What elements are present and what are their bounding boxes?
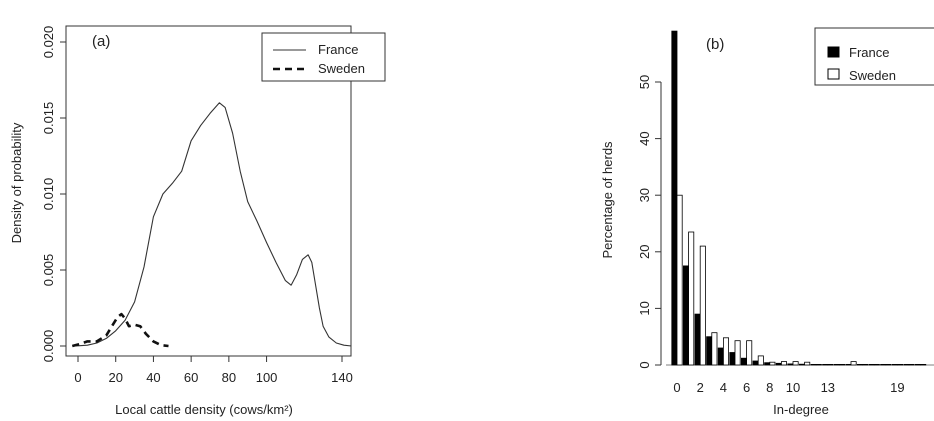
sweden-bar xyxy=(827,363,834,366)
panel-a-label: (a) xyxy=(92,33,110,50)
y-tick-label: 0.000 xyxy=(41,330,56,363)
plot-frame xyxy=(65,25,352,357)
sweden-bar xyxy=(862,363,869,366)
france-bar xyxy=(694,313,701,366)
sweden-bar xyxy=(688,231,695,366)
x-tick-label: 0 xyxy=(673,380,680,395)
x-tick-label: 10 xyxy=(786,380,800,395)
y-tick-label: 50 xyxy=(637,75,652,89)
sweden-bar xyxy=(723,337,730,366)
sweden-bar xyxy=(711,332,718,366)
indegree-chart-panel: (b) 010203040500246810131926 In-degree P… xyxy=(600,27,934,417)
density-chart-axes: 0 20 40 60 80 100 140 0.000 0.005 0.010 0.015 0.020 xyxy=(41,25,353,385)
density-chart-lines xyxy=(71,102,352,348)
france-bar xyxy=(752,360,759,366)
x-tick-label: 2 xyxy=(697,380,704,395)
sweden-bar xyxy=(792,361,799,366)
sweden-bar xyxy=(781,361,788,366)
legend-france-label: France xyxy=(318,42,358,57)
x-tick-label: 8 xyxy=(766,380,773,395)
panel-b-label: (b) xyxy=(706,36,724,53)
legend-france-label: France xyxy=(849,45,889,60)
density-chart-legend: France Sweden xyxy=(261,32,386,82)
y-tick-label: 0.020 xyxy=(41,26,56,59)
france-bar xyxy=(787,363,794,366)
sweden-bar xyxy=(699,245,706,366)
x-tick-label: 6 xyxy=(743,380,750,395)
x-tick-label: 80 xyxy=(222,370,236,385)
y-tick-label: 40 xyxy=(637,131,652,145)
france-bar xyxy=(822,363,829,366)
legend-france-swatch xyxy=(827,46,840,58)
france-bar xyxy=(683,265,690,366)
france-bar xyxy=(903,363,910,366)
y-axis-label: Density of probability xyxy=(9,122,24,243)
y-axis-label: Percentage of herds xyxy=(600,141,615,259)
y-tick-label: 0 xyxy=(637,361,652,368)
france-bar xyxy=(671,30,678,366)
france-bar xyxy=(857,363,864,366)
y-tick-label: 10 xyxy=(637,301,652,315)
x-tick-label: 100 xyxy=(256,370,278,385)
sweden-bar xyxy=(839,363,846,366)
indegree-chart-legend: France Sweden xyxy=(814,27,934,86)
france-density-line xyxy=(72,102,352,347)
france-bar xyxy=(868,363,875,366)
x-axis-label: In-degree xyxy=(773,402,829,417)
france-bar xyxy=(915,363,922,366)
legend-sweden-label: Sweden xyxy=(849,68,896,83)
france-bar xyxy=(706,336,713,366)
france-bar xyxy=(833,363,840,366)
sweden-bar xyxy=(885,363,892,366)
y-tick-label: 0.005 xyxy=(41,254,56,287)
x-tick-label: 19 xyxy=(890,380,904,395)
x-tick-label: 0 xyxy=(74,370,81,385)
france-bar xyxy=(845,363,852,366)
legend-box xyxy=(261,32,386,82)
x-tick-label: 40 xyxy=(146,370,160,385)
sweden-bar xyxy=(676,194,683,366)
indegree-chart-bars xyxy=(671,30,927,366)
france-bar xyxy=(799,363,806,366)
sweden-bar xyxy=(734,340,741,366)
density-chart-panel: (a) 0 20 40 60 80 100 1400.0000.0050.0100.0150… xyxy=(9,25,386,417)
x-tick-label: 60 xyxy=(184,370,198,385)
france-bar xyxy=(764,362,771,366)
france-bar xyxy=(717,347,724,366)
y-tick-label: 0.015 xyxy=(41,102,56,135)
sweden-bar xyxy=(804,361,811,366)
sweden-bar xyxy=(920,363,927,366)
sweden-bar xyxy=(757,355,764,366)
sweden-bar xyxy=(908,363,915,366)
france-bar xyxy=(741,357,748,366)
sweden-bar xyxy=(873,363,880,366)
sweden-density-line xyxy=(71,312,169,348)
france-bar xyxy=(880,363,887,366)
france-bar xyxy=(891,363,898,366)
sweden-bar xyxy=(850,361,857,366)
x-tick-label: 4 xyxy=(720,380,727,395)
x-tick-label: 20 xyxy=(108,370,122,385)
sweden-bar xyxy=(769,361,776,366)
y-tick-label: 30 xyxy=(637,188,652,202)
legend-sweden-swatch xyxy=(827,68,840,80)
france-bar xyxy=(810,363,817,366)
y-tick-label: 20 xyxy=(637,245,652,259)
france-bar xyxy=(729,352,736,366)
x-axis-label: Local cattle density (cows/km²) xyxy=(115,402,293,417)
legend-sweden-label: Sweden xyxy=(318,61,365,76)
france-bar xyxy=(775,362,782,366)
x-tick-label: 140 xyxy=(331,370,353,385)
y-tick-label: 0.010 xyxy=(41,178,56,211)
sweden-bar xyxy=(815,363,822,366)
x-tick-label: 13 xyxy=(821,380,835,395)
sweden-bar xyxy=(746,340,753,366)
sweden-bar xyxy=(897,363,904,366)
